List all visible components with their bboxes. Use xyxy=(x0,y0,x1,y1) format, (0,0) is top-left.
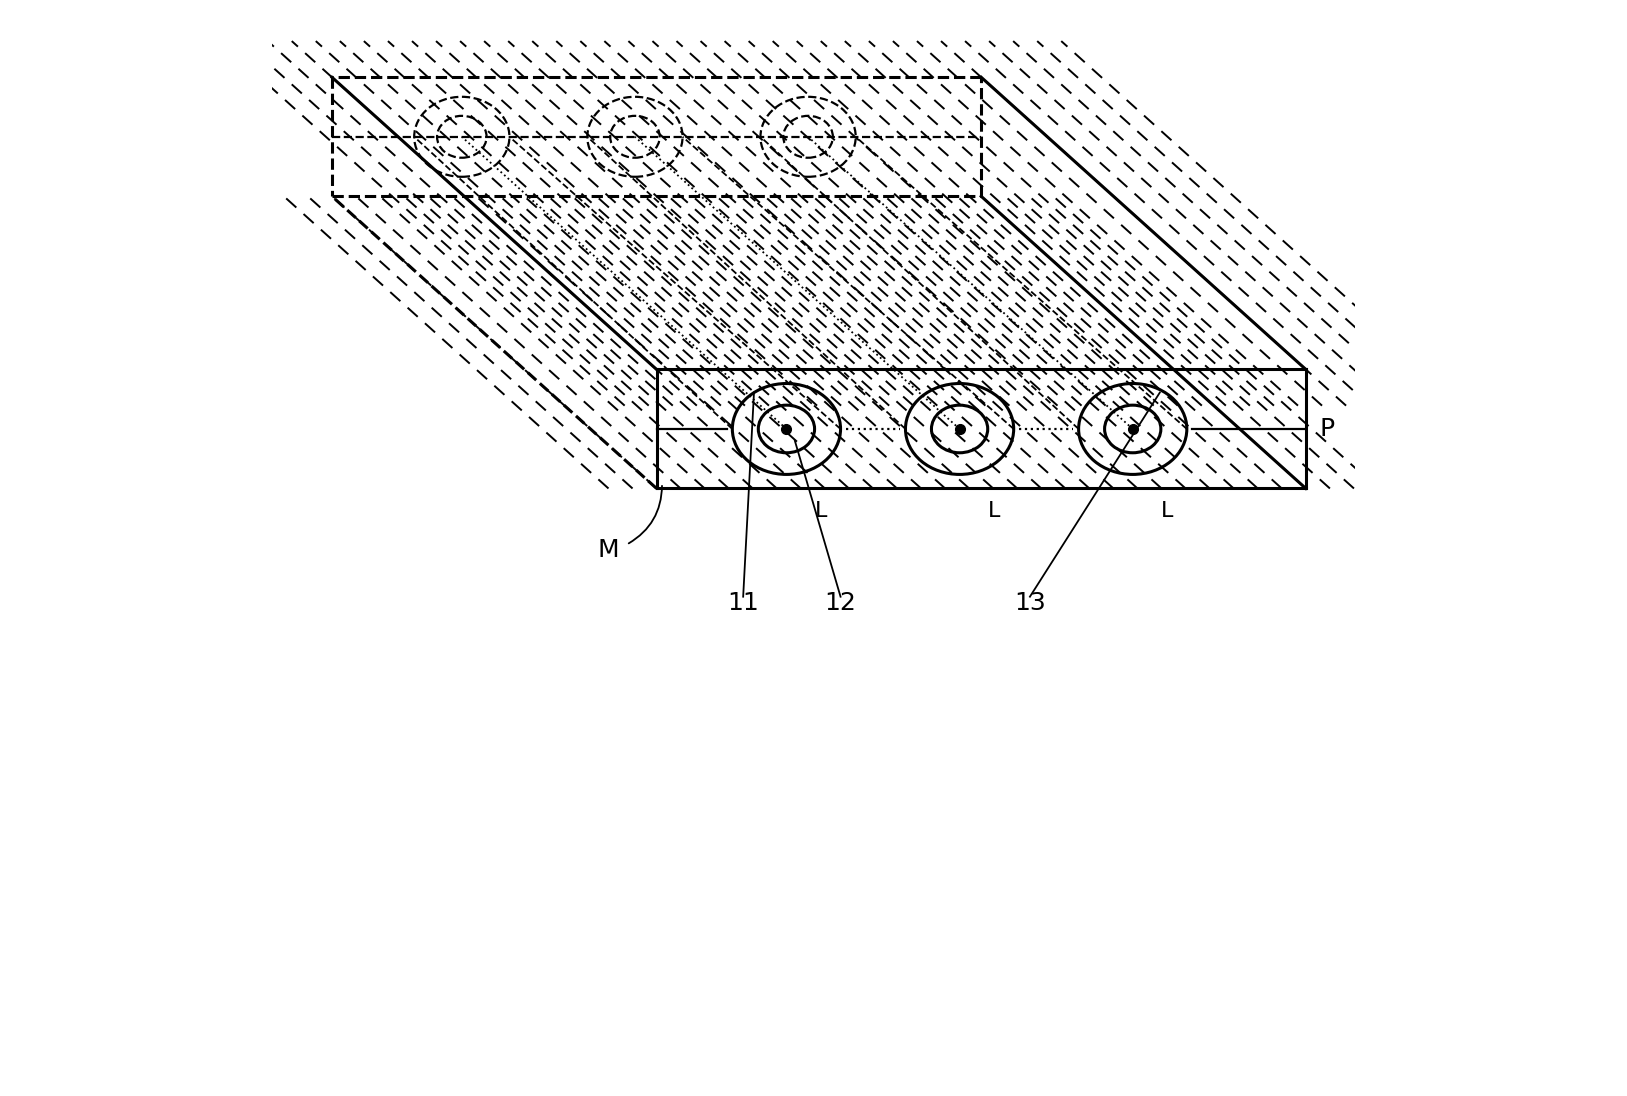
Text: 11: 11 xyxy=(727,591,760,615)
Text: M: M xyxy=(597,538,618,562)
Text: L: L xyxy=(1162,502,1173,522)
Text: L: L xyxy=(988,502,1001,522)
Text: 13: 13 xyxy=(1014,591,1046,615)
Text: L: L xyxy=(815,502,827,522)
Text: P: P xyxy=(1319,416,1336,441)
FancyArrowPatch shape xyxy=(628,486,662,544)
Text: 12: 12 xyxy=(825,591,856,615)
